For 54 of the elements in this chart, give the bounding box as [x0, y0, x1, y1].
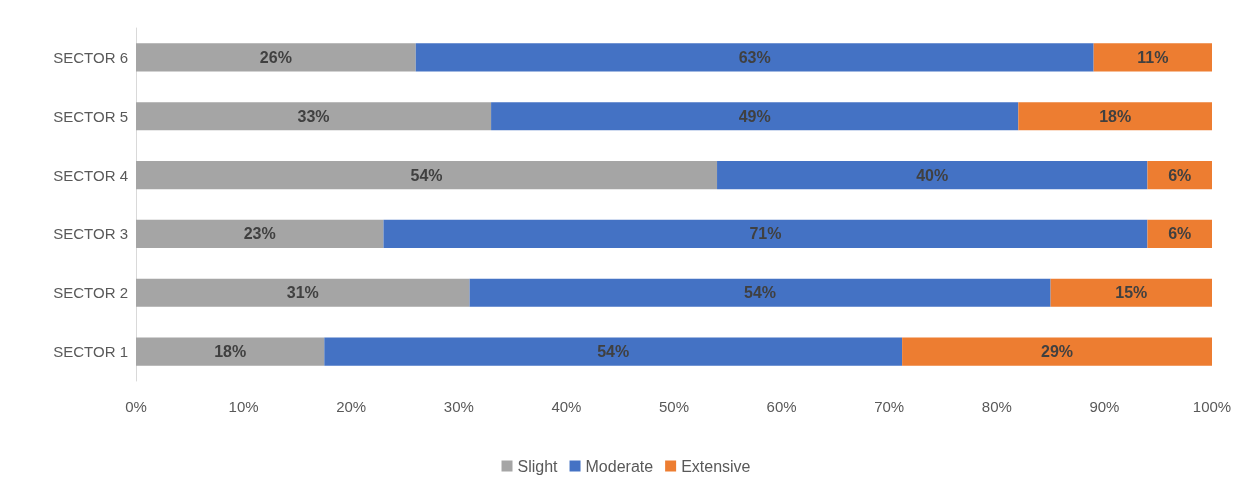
y-tick-label: SECTOR 2	[53, 284, 128, 302]
data-label: 29%	[1041, 343, 1074, 361]
x-tick-label: 90%	[1089, 398, 1120, 415]
data-label: 71%	[749, 225, 782, 243]
x-tick-label: 80%	[981, 398, 1012, 415]
x-tick-label: 70%	[874, 398, 905, 415]
bar	[491, 102, 1019, 131]
bar	[469, 278, 1051, 307]
x-tick-label: 30%	[443, 398, 474, 415]
legend-label: Moderate	[585, 457, 654, 475]
data-label: 15%	[1115, 284, 1148, 302]
data-label: 54%	[744, 284, 777, 302]
x-tick-label: 100%	[1192, 398, 1232, 415]
bar	[136, 337, 325, 366]
y-tick-label: SECTOR 1	[53, 343, 128, 361]
data-label: 11%	[1137, 48, 1169, 66]
data-label: 54%	[410, 166, 443, 184]
x-tick-label: 60%	[766, 398, 797, 415]
data-label: 26%	[259, 48, 292, 66]
y-tick-label: SECTOR 4	[53, 166, 128, 184]
legend-label: Extensive	[681, 457, 751, 475]
x-tick-label: 50%	[658, 398, 690, 415]
bar	[415, 43, 1094, 72]
bar	[1093, 43, 1212, 72]
data-label: 54%	[597, 343, 630, 361]
x-tick-label: 20%	[336, 398, 367, 415]
bar	[324, 337, 903, 366]
data-label: 49%	[738, 107, 771, 125]
y-tick-label: SECTOR 5	[53, 107, 128, 125]
bar	[902, 337, 1212, 366]
y-tick-label: SECTOR 3	[53, 225, 128, 243]
data-label: 6%	[1168, 225, 1192, 243]
bar	[136, 160, 718, 190]
data-label: 33%	[297, 107, 330, 125]
data-label: 18%	[214, 343, 247, 361]
x-tick-label: 10%	[228, 398, 259, 415]
bar	[136, 43, 416, 72]
data-label: 40%	[916, 166, 949, 184]
x-tick-label: 40%	[551, 398, 582, 415]
data-label: 18%	[1099, 107, 1132, 125]
data-label: 31%	[286, 284, 319, 302]
x-tick-label: 0%	[125, 398, 147, 415]
legend-label: Slight	[517, 457, 559, 475]
data-label: 63%	[738, 48, 771, 66]
data-label: 6%	[1168, 166, 1192, 184]
bar	[136, 102, 492, 131]
data-label: 23%	[243, 225, 276, 243]
y-tick-label: SECTOR 6	[53, 48, 128, 66]
bar	[1050, 278, 1212, 307]
bar	[383, 219, 1148, 249]
bar	[136, 278, 470, 307]
bar	[717, 160, 1148, 190]
bar	[1018, 102, 1212, 131]
bar	[136, 219, 384, 249]
